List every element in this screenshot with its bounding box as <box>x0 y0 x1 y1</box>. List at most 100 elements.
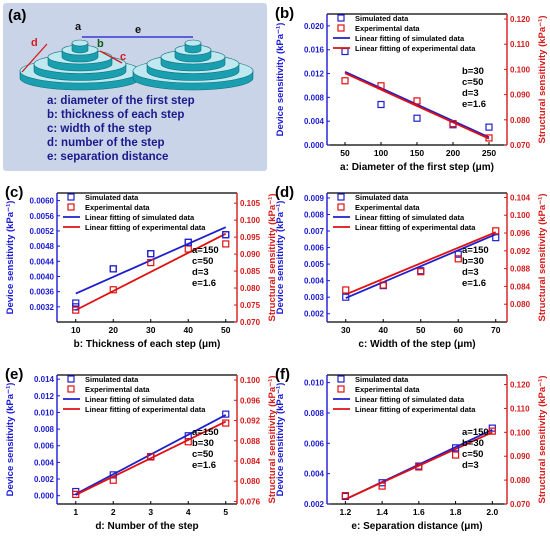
panel-label: (b) <box>275 5 294 22</box>
chart-panel-1: 10 20 30 40 50 0.0032 0.0036 0.0040 0.0044 0.0048… <box>5 184 278 350</box>
x-tick-label: 2.0 <box>486 507 498 517</box>
left-y-tick-label: 0.002 <box>34 475 55 484</box>
step-top <box>71 39 89 47</box>
parameter-label: b=30 <box>462 256 484 267</box>
chart-panel-3: 1 2 3 4 5 0.000 0.002 0.004 0.006 0.008 0.010 0.012… <box>5 366 278 532</box>
chart-panel-2: 30 40 50 60 70 0.002 0.003 0.004 0.005 0.006 0.007… <box>275 184 548 350</box>
x-tick-label: 10 <box>71 325 81 335</box>
simulated-data-point <box>222 410 230 418</box>
left-y-tick-label: 0.0048 <box>30 242 55 251</box>
right-y-tick-label: 0.090 <box>240 250 261 259</box>
legend-label-fit_experimental: Linear fitting of experimental data <box>85 405 206 414</box>
simulated-data-point <box>492 234 500 242</box>
diagram-panel: (a) a b c d e a: diameter of the first s… <box>3 3 267 171</box>
parameter-label: a=150 <box>462 427 489 438</box>
parameter-label: d=3 <box>192 267 209 278</box>
left-y-axis-label: Device sensitivity (kPa⁻¹) <box>5 201 16 315</box>
left-y-tick-label: 0.0032 <box>30 303 55 312</box>
parameter-label: e=1.6 <box>462 278 486 289</box>
fit-line-simulated <box>345 233 497 299</box>
right-y-tick-label: 0.104 <box>510 193 531 202</box>
simulated-data-point <box>413 114 421 122</box>
legend-marker-experimental <box>67 203 75 211</box>
left-y-tick-label: 0.005 <box>304 260 325 269</box>
right-y-tick-label: 0.080 <box>510 116 531 125</box>
right-y-tick-label: 0.120 <box>510 381 531 390</box>
right-y-axis-label: Structural sensitivity (kPa⁻¹) <box>537 193 548 321</box>
left-y-tick-label: 0.014 <box>34 375 55 384</box>
left-y-tick-label: 0.000 <box>34 492 55 501</box>
legend-label-fit_simulated: Linear fitting of simulated data <box>355 213 465 222</box>
legend-label-simulated: Simulated data <box>85 375 139 384</box>
panel-label: (f) <box>275 366 290 383</box>
fit-line-experimental <box>75 420 227 496</box>
legend-label-fit_experimental: Linear fitting of experimental data <box>355 223 476 232</box>
letter-b: b <box>97 38 104 50</box>
step-top <box>184 39 202 47</box>
width-line-c <box>99 50 123 64</box>
left-y-tick-label: 0.0040 <box>30 272 55 281</box>
legend-marker-experimental <box>337 385 345 393</box>
legend-label-fit_simulated: Linear fitting of simulated data <box>85 395 195 404</box>
experimental-data-point <box>222 240 230 248</box>
letter-a: a <box>75 21 82 33</box>
experimental-data-point <box>379 281 387 289</box>
fit-line-experimental <box>345 231 497 296</box>
parameter-label: b=30 <box>462 438 484 449</box>
panel-label: (c) <box>5 184 23 201</box>
x-axis-label: a: Diameter of the first step (μm) <box>340 162 494 173</box>
letter-d: d <box>31 37 38 49</box>
x-tick-label: 70 <box>491 325 501 335</box>
left-y-tick-label: 0.0056 <box>30 212 55 221</box>
legend-marker-experimental <box>337 203 345 211</box>
x-tick-label: 150 <box>410 148 424 158</box>
right-y-axis-label: Structural sensitivity (kPa⁻¹) <box>267 193 278 321</box>
left-y-tick-label: 0.002 <box>304 500 325 509</box>
x-tick-label: 50 <box>340 148 350 158</box>
x-tick-label: 1.8 <box>450 507 462 517</box>
step-pyramid-2 <box>132 39 254 91</box>
experimental-data-point <box>451 451 460 459</box>
simulated-data-point <box>147 250 155 258</box>
left-y-tick-label: 0.008 <box>304 211 325 220</box>
simulated-data-point <box>451 444 460 452</box>
right-y-tick-label: 0.096 <box>510 229 531 238</box>
left-y-tick-label: 0.008 <box>34 425 55 434</box>
legend-label-simulated: Simulated data <box>355 14 409 23</box>
x-tick-label: 3 <box>148 507 153 517</box>
chart-panel-0: 50 100 150 200 250 0.000 0.004 0.008 0.012 0.016 0… <box>275 5 548 173</box>
experimental-data-point <box>378 482 386 490</box>
right-y-tick-label: 0.070 <box>510 500 531 509</box>
simulated-data-point <box>72 299 80 307</box>
diagram-panel-label: (a) <box>8 7 26 24</box>
left-y-axis-label: Device sensitivity (kPa⁻¹) <box>275 383 286 497</box>
chart-panel-4: 1.2 1.4 1.6 1.8 2.0 0.002 0.004 0.006 0.008 0.010… <box>275 366 548 532</box>
left-y-tick-label: 0.012 <box>34 392 55 401</box>
right-y-tick-label: 0.110 <box>510 40 530 49</box>
legend-label-simulated: Simulated data <box>355 193 409 202</box>
right-y-axis-label: Structural sensitivity (kPa⁻¹) <box>267 375 278 503</box>
left-y-axis-label: Device sensitivity (kPa⁻¹) <box>275 201 286 315</box>
right-y-tick-label: 0.092 <box>510 247 531 256</box>
right-y-tick-label: 0.085 <box>240 267 261 276</box>
simulated-data-point <box>485 123 493 131</box>
parameter-label: a=150 <box>192 427 219 438</box>
parameter-label: c=50 <box>462 449 483 460</box>
x-tick-label: 1.2 <box>339 507 351 517</box>
left-y-tick-label: 0.010 <box>304 379 325 388</box>
legend-marker-simulated <box>337 14 345 22</box>
experimental-data-point <box>184 245 192 253</box>
legend-marker-experimental <box>337 24 345 32</box>
letter-c: c <box>120 51 126 63</box>
x-axis-label: c: Width of the step (μm) <box>358 339 475 350</box>
simulated-data-point <box>341 47 349 56</box>
left-y-tick-label: 0.020 <box>304 22 325 31</box>
right-y-axis-label: Structural sensitivity (kPa⁻¹) <box>537 375 548 503</box>
x-tick-label: 250 <box>482 148 496 158</box>
parameter-label: e=1.6 <box>192 278 216 289</box>
left-y-tick-label: 0.0036 <box>30 288 55 297</box>
